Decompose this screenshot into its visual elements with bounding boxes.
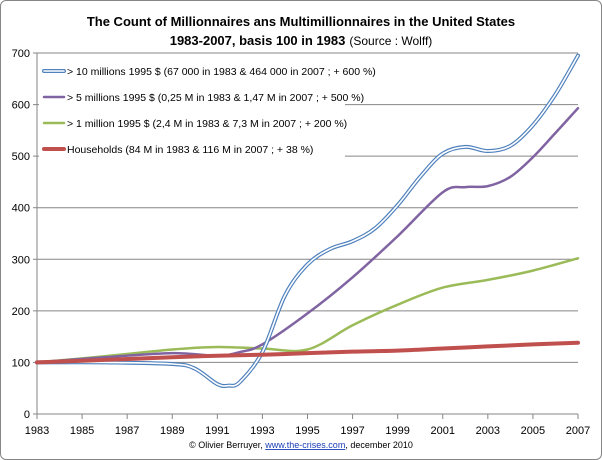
legend-label-3: Households (84 M in 1983 & 116 M in 2007… bbox=[67, 144, 313, 156]
x-tick-label-2001: 2001 bbox=[431, 425, 455, 437]
chart-source: (Source : Wolff) bbox=[349, 34, 432, 48]
series-lines bbox=[35, 53, 580, 389]
footer-link[interactable]: www.the-crises.com bbox=[264, 440, 345, 450]
chart-title: The Count of Millionnaires ans Multimill… bbox=[87, 14, 515, 29]
series-path-3 bbox=[35, 340, 580, 365]
legend-item-1: > 5 millions 1995 $ (0,25 M in 1983 & 1,… bbox=[42, 92, 364, 104]
x-tick-label-2003: 2003 bbox=[476, 425, 500, 437]
legend-label-1: > 5 millions 1995 $ (0,25 M in 1983 & 1,… bbox=[67, 92, 364, 104]
x-tick-label-1995: 1995 bbox=[295, 425, 319, 437]
x-tick-label-1999: 1999 bbox=[385, 425, 409, 437]
x-tick-label-2005: 2005 bbox=[521, 425, 545, 437]
x-tick-label-1991: 1991 bbox=[205, 425, 229, 437]
y-tick-label-600: 600 bbox=[12, 100, 30, 112]
chart-subtitle-line: 1983-2007, basis 100 in 1983 (Source : Wo… bbox=[170, 33, 433, 48]
series-line-0 bbox=[35, 53, 580, 389]
legend: > 10 millions 1995 $ (67 000 in 1983 & 4… bbox=[39, 56, 376, 164]
y-tick-label-200: 200 bbox=[12, 306, 30, 318]
y-tick-label-300: 300 bbox=[12, 254, 30, 266]
x-tick-label-1997: 1997 bbox=[340, 425, 364, 437]
y-tick-label-0: 0 bbox=[24, 409, 30, 421]
x-tick-label-2007: 2007 bbox=[566, 425, 590, 437]
y-tick-label-400: 400 bbox=[12, 203, 30, 215]
y-axis-ticks: 0 100 200 300 400 500 600 700 bbox=[12, 48, 37, 421]
legend-label-0: > 10 millions 1995 $ (67 000 in 1983 & 4… bbox=[67, 66, 376, 78]
legend-item-2: > 1 million 1995 $ (2,4 M in 1983 & 7,3 … bbox=[42, 118, 347, 130]
y-tick-label-100: 100 bbox=[12, 357, 30, 369]
chart-subtitle: 1983-2007, basis 100 in 1983 bbox=[170, 33, 346, 48]
footer-suffix: , december 2010 bbox=[345, 440, 413, 450]
x-axis-ticks: 1983 1985 1987 1989 1991 1993 1995 1997 1999 2001… bbox=[25, 414, 590, 437]
x-tick-label-1983: 1983 bbox=[25, 425, 49, 437]
legend-background bbox=[39, 56, 345, 164]
y-tick-label-500: 500 bbox=[12, 151, 30, 163]
x-tick-label-1993: 1993 bbox=[250, 425, 274, 437]
series-line-1 bbox=[35, 106, 580, 364]
footer-prefix: © Olivier Berruyer, bbox=[189, 440, 265, 450]
series-line-2 bbox=[35, 257, 580, 364]
legend-items: > 10 millions 1995 $ (67 000 in 1983 & 4… bbox=[42, 66, 376, 156]
legend-label-2: > 1 million 1995 $ (2,4 M in 1983 & 7,3 … bbox=[67, 118, 347, 130]
legend-item-0: > 10 millions 1995 $ (67 000 in 1983 & 4… bbox=[42, 66, 376, 78]
series-path-2 bbox=[35, 257, 580, 364]
series-path-1 bbox=[35, 106, 580, 364]
series-path-inner-0 bbox=[36, 54, 579, 387]
x-tick-label-1985: 1985 bbox=[70, 425, 94, 437]
y-tick-label-700: 700 bbox=[12, 48, 30, 60]
legend-item-3: Households (84 M in 1983 & 116 M in 2007… bbox=[42, 144, 313, 156]
chart-footer: © Olivier Berruyer, www.the-crises.com, … bbox=[189, 440, 413, 450]
x-tick-label-1987: 1987 bbox=[115, 425, 139, 437]
x-tick-label-1989: 1989 bbox=[160, 425, 184, 437]
series-line-3 bbox=[35, 340, 580, 365]
